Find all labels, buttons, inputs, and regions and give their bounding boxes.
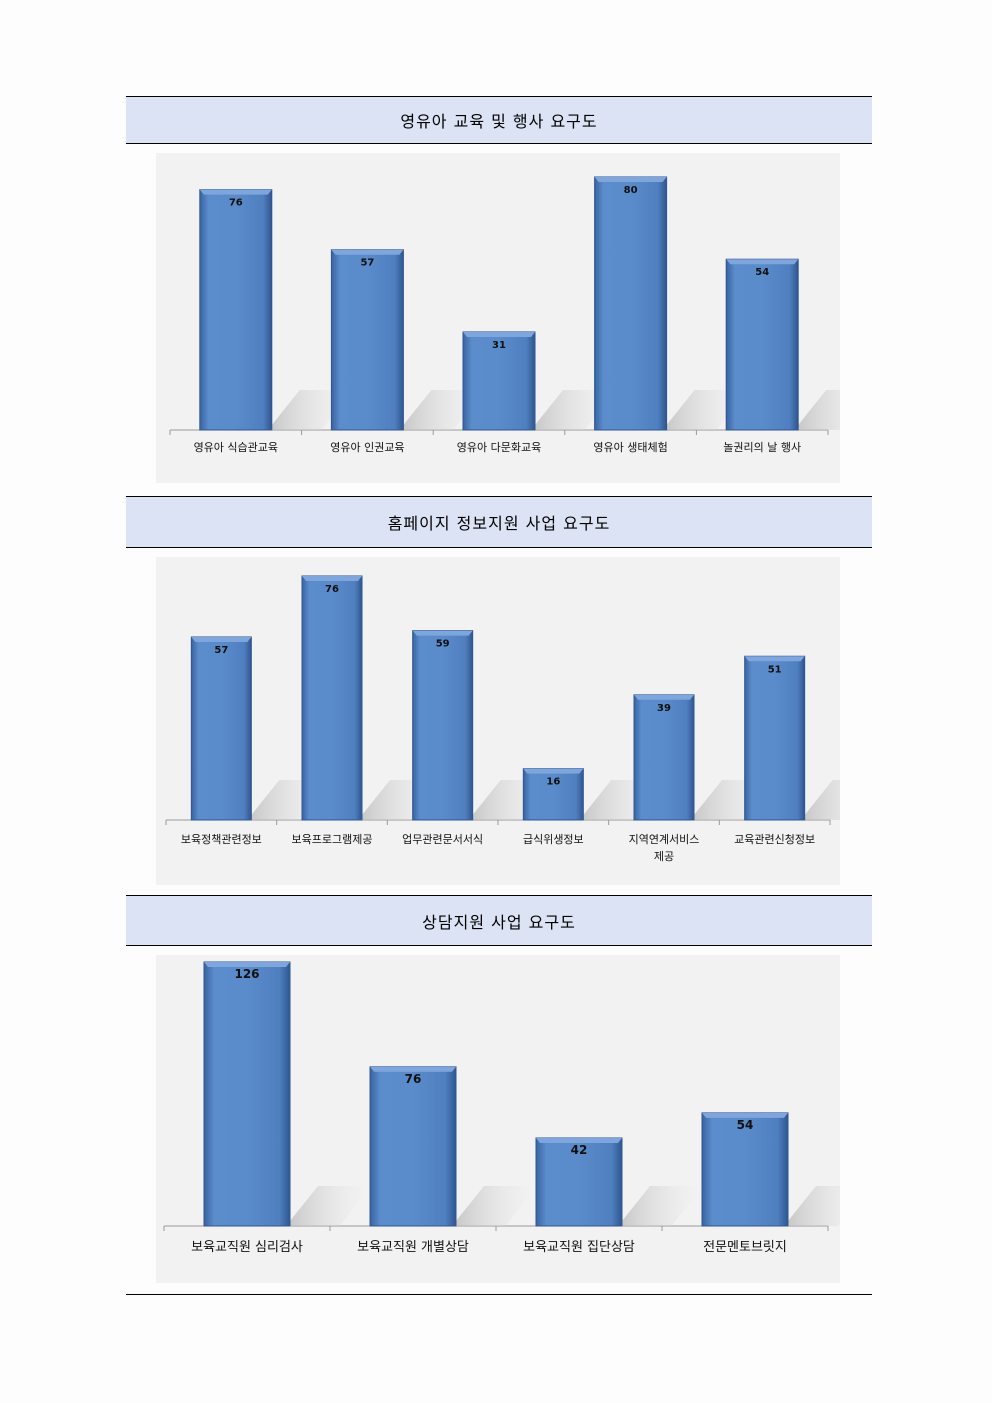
bar-shadow <box>452 1186 536 1226</box>
bar-shadow <box>267 390 352 430</box>
bar <box>369 1066 457 1227</box>
bar-top-bevel <box>412 630 473 636</box>
bar-shadow <box>662 390 747 430</box>
bar-top-bevel <box>331 249 404 255</box>
bar-top-bevel <box>634 694 694 700</box>
bar-top-bevel <box>523 768 584 774</box>
category-label: 놀권리의 날 행사 <box>723 441 801 454</box>
chart-2: 57 보육정책관련정보 76 보육프로그램제공 59 업무관련문서서식 16 급식위생정보 39… <box>156 557 840 885</box>
bar-top-bevel <box>204 962 290 967</box>
bar <box>633 694 695 821</box>
bar-top-bevel <box>191 637 252 642</box>
data-label: 76 <box>229 198 243 209</box>
bar-top-bevel <box>726 259 799 265</box>
data-label: 16 <box>546 777 560 788</box>
category-label: 보육교직원 개별상담 <box>357 1240 469 1255</box>
bar-top-bevel <box>536 1138 622 1143</box>
bar <box>725 258 799 431</box>
chart-1: 76 영유아 식습관교육 57 영유아 인권교육 31 영유아 다문화교육 80 영유아 생태… <box>156 153 840 483</box>
section-title-3: 상담지원 사업 요구도 <box>422 912 576 932</box>
chart-3: 126 보육교직원 심리검사 76 보육교직원 개별상담 42 보육교직원 집단상담 54 전… <box>156 955 840 1283</box>
data-label: 57 <box>360 258 374 269</box>
bar-top-bevel <box>702 1112 788 1118</box>
data-label: 54 <box>755 267 769 278</box>
bar-top-bevel <box>463 331 535 337</box>
data-label: 57 <box>214 645 228 656</box>
bar <box>594 176 668 431</box>
bar <box>412 630 474 821</box>
category-label: 급식위생정보 <box>523 833 584 846</box>
category-label: 교육관련신청정보 <box>734 833 815 846</box>
category-label: 지역연계서비스 <box>629 833 700 846</box>
bar <box>701 1112 789 1227</box>
chart-3-svg: 126 보육교직원 심리검사 76 보육교직원 개별상담 42 보육교직원 집단상담 54 전… <box>163 961 840 1255</box>
bar-shadow <box>800 780 840 820</box>
bar-top-bevel <box>594 177 667 182</box>
category-label: 보육프로그램제공 <box>292 833 373 846</box>
bar <box>535 1137 623 1227</box>
category-label: 영유아 식습관교육 <box>194 441 278 454</box>
bar <box>199 189 273 431</box>
data-label: 51 <box>768 664 782 675</box>
bottom-rule <box>126 1294 872 1295</box>
category-label: 업무관련문서서식 <box>402 833 483 846</box>
bar <box>744 655 806 821</box>
bar <box>330 249 404 431</box>
data-label: 39 <box>657 703 671 714</box>
category-label: 보육교직원 심리검사 <box>191 1240 303 1255</box>
category-label: 제공 <box>654 850 674 863</box>
bar-shadow <box>286 1186 370 1226</box>
section-header-3: 상담지원 사업 요구도 <box>126 895 872 946</box>
bar-shadow <box>794 390 840 430</box>
data-label: 31 <box>492 340 506 351</box>
bar <box>203 961 291 1227</box>
data-label: 80 <box>624 185 638 196</box>
category-label: 전문멘토브릿지 <box>703 1240 787 1255</box>
bar-shadow <box>618 1186 702 1226</box>
category-label: 영유아 다문화교육 <box>457 441 541 454</box>
chart-1-svg: 76 영유아 식습관교육 57 영유아 인권교육 31 영유아 다문화교육 80 영유아 생태… <box>169 176 840 454</box>
data-label: 54 <box>737 1118 754 1132</box>
section-title-1: 영유아 교육 및 행사 요구도 <box>400 112 598 131</box>
bar <box>462 331 536 431</box>
bar <box>301 575 363 821</box>
bar-shadow <box>784 1186 840 1226</box>
data-label: 76 <box>405 1072 422 1086</box>
chart-2-svg: 57 보육정책관련정보 76 보육프로그램제공 59 업무관련문서서식 16 급식위생정보 39… <box>165 575 840 863</box>
bar <box>190 636 252 821</box>
category-label: 보육교직원 집단상담 <box>523 1240 635 1255</box>
data-label: 76 <box>325 584 339 595</box>
section-header-1: 영유아 교육 및 행사 요구도 <box>126 96 872 144</box>
category-label: 영유아 생태체험 <box>593 441 667 454</box>
category-label: 보육정책관련정보 <box>181 833 262 846</box>
bar <box>522 768 584 821</box>
bar-shadow <box>531 390 615 430</box>
bar-top-bevel <box>744 656 805 662</box>
bar-shadow <box>399 390 484 430</box>
bar-top-bevel <box>302 576 362 581</box>
data-label: 126 <box>234 967 259 981</box>
section-title-2: 홈페이지 정보지원 사업 요구도 <box>387 514 611 533</box>
data-label: 59 <box>436 639 450 650</box>
bar-top-bevel <box>370 1066 456 1072</box>
section-header-2: 홈페이지 정보지원 사업 요구도 <box>126 496 872 548</box>
data-label: 42 <box>571 1143 588 1157</box>
bar-top-bevel <box>199 189 272 195</box>
category-label: 영유아 인권교육 <box>330 441 404 454</box>
